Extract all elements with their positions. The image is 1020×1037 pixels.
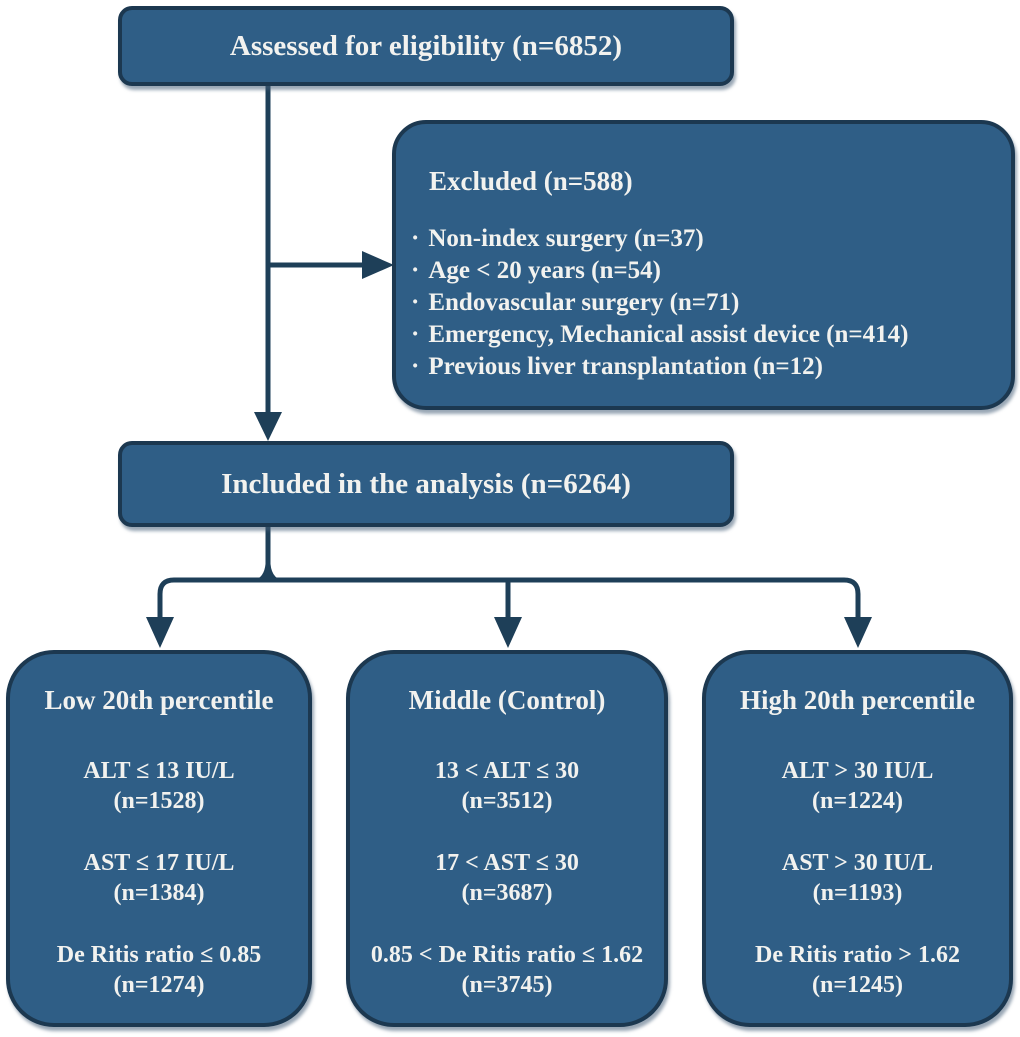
bullet-icon: · — [411, 353, 420, 380]
criterion-count: (n=1384) — [113, 880, 205, 906]
criterion-rule: 13 < ALT ≤ 30 — [434, 758, 580, 784]
criterion-alt: 13 < ALT ≤ 30 (n=3512) — [350, 756, 664, 816]
bullet-icon: · — [411, 321, 420, 348]
excluded-list: · Non-index surgery (n=37) · Age < 20 year… — [411, 223, 1011, 383]
excluded-title: Excluded (n=588) — [429, 166, 633, 196]
arrowhead-middle — [494, 617, 522, 648]
excluded-item: · Endovascular surgery (n=71) — [411, 287, 1011, 319]
criterion-count: (n=1193) — [812, 880, 903, 906]
criterion-alt: ALT > 30 IU/L (n=1224) — [706, 756, 1009, 816]
criterion-count: (n=3687) — [461, 880, 553, 906]
excluded-item: · Age < 20 years (n=54) — [411, 255, 1011, 287]
high-percentile-box: High 20th percentile ALT > 30 IU/L (n=12… — [702, 650, 1013, 1027]
bullet-icon: · — [411, 225, 420, 252]
arrowhead-excluded — [362, 251, 394, 279]
criterion-ast: AST > 30 IU/L (n=1193) — [706, 848, 1009, 908]
group-title: Low 20th percentile — [44, 685, 274, 715]
criterion-count: (n=1528) — [113, 788, 205, 814]
criterion-count: (n=1245) — [811, 972, 903, 998]
criterion-rule: De Ritis ratio ≤ 0.85 — [56, 942, 262, 968]
criterion-rule: De Ritis ratio > 1.62 — [755, 942, 960, 968]
excluded-item-text: Endovascular surgery (n=71) — [428, 289, 740, 316]
criterion-ast: 17 < AST ≤ 30 (n=3687) — [350, 848, 664, 908]
group-title: High 20th percentile — [740, 685, 975, 715]
excluded-item-text: Emergency, Mechanical assist device (n=4… — [428, 321, 909, 348]
arrowhead-included — [254, 412, 282, 441]
criterion-rule: AST > 30 IU/L — [781, 850, 934, 876]
criterion-rule: 17 < AST ≤ 30 — [435, 850, 579, 876]
bullet-icon: · — [411, 257, 420, 284]
criterion-rule: ALT ≤ 13 IU/L — [83, 758, 235, 784]
criterion-rule: 0.85 < De Ritis ratio ≤ 1.62 — [370, 942, 644, 968]
excluded-item-text: Age < 20 years (n=54) — [428, 257, 661, 284]
included-box: Included in the analysis (n=6264) — [118, 441, 734, 527]
criterion-count: (n=1224) — [811, 788, 903, 814]
criterion-rule: ALT > 30 IU/L — [781, 758, 934, 784]
criterion-count: (n=1274) — [113, 972, 205, 998]
middle-control-box: Middle (Control) 13 < ALT ≤ 30 (n=3512) … — [346, 650, 668, 1027]
connector-stem-fillet — [250, 564, 286, 581]
bullet-icon: · — [411, 289, 420, 316]
criterion-deritis: 0.85 < De Ritis ratio ≤ 1.62 (n=3745) — [350, 940, 664, 1000]
excluded-item-text: Non-index surgery (n=37) — [428, 225, 704, 252]
criterion-count: (n=3512) — [461, 788, 553, 814]
low-percentile-box: Low 20th percentile ALT ≤ 13 IU/L (n=152… — [6, 650, 312, 1027]
criterion-deritis: De Ritis ratio > 1.62 (n=1245) — [706, 940, 1009, 1000]
included-label: Included in the analysis (n=6264) — [221, 467, 631, 500]
criterion-rule: AST ≤ 17 IU/L — [83, 850, 235, 876]
excluded-box: Excluded (n=588) · Non-index surgery (n=3… — [392, 120, 1015, 410]
connector-distribution-line — [157, 577, 861, 604]
criterion-alt: ALT ≤ 13 IU/L (n=1528) — [10, 756, 308, 816]
assessed-box: Assessed for eligibility (n=6852) — [118, 6, 734, 86]
assessed-label: Assessed for eligibility (n=6852) — [229, 29, 623, 62]
criterion-count: (n=3745) — [461, 972, 553, 998]
criterion-deritis: De Ritis ratio ≤ 0.85 (n=1274) — [10, 940, 308, 1000]
arrowhead-low — [146, 617, 174, 648]
criterion-ast: AST ≤ 17 IU/L (n=1384) — [10, 848, 308, 908]
excluded-item: · Previous liver transplantation (n=12) — [411, 351, 1011, 383]
arrowhead-high — [844, 617, 872, 648]
excluded-item: · Emergency, Mechanical assist device (n=… — [411, 319, 1011, 351]
group-title: Middle (Control) — [408, 685, 606, 715]
excluded-item: · Non-index surgery (n=37) — [411, 223, 1011, 255]
excluded-item-text: Previous liver transplantation (n=12) — [428, 353, 823, 380]
